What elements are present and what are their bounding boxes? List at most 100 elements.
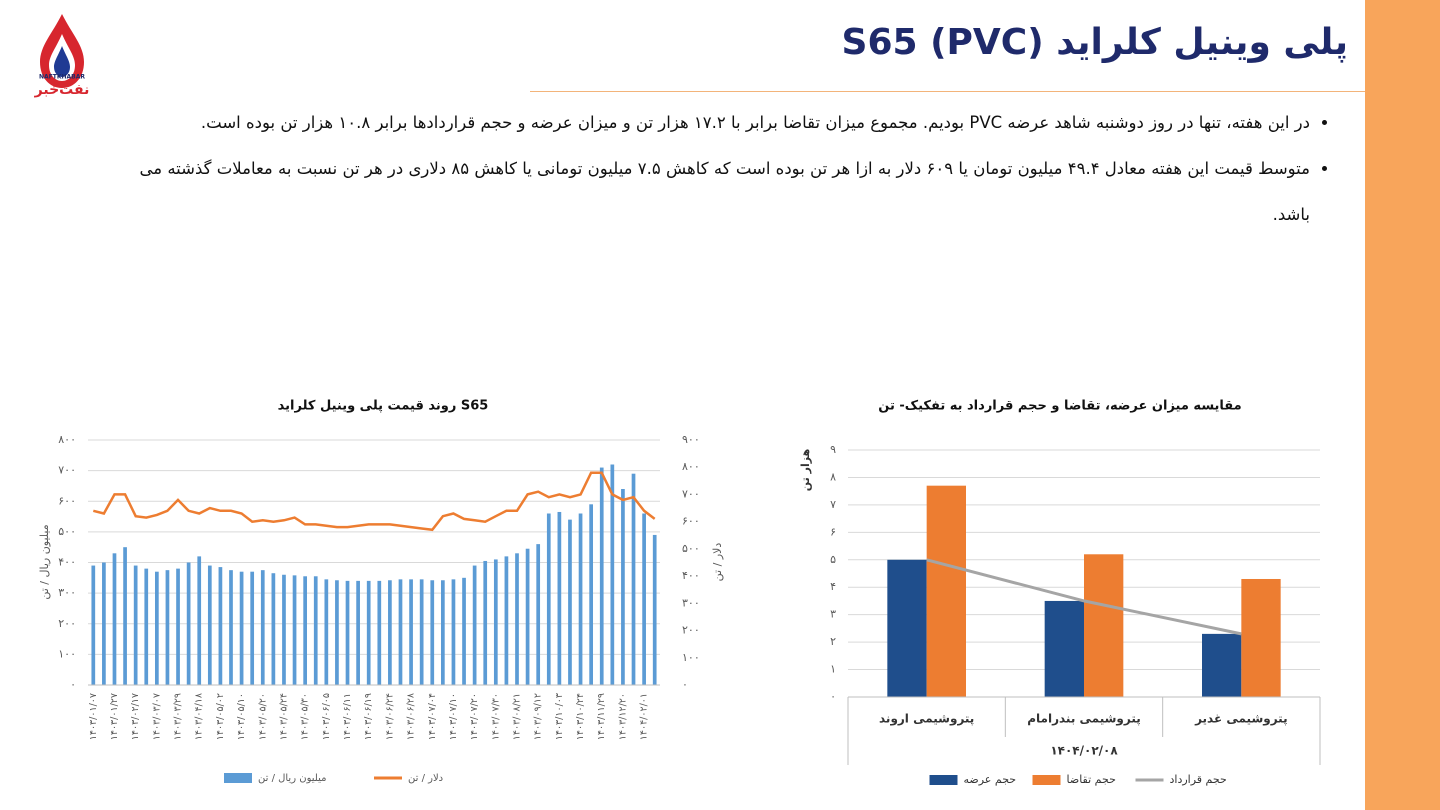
x-tick-label: ۱۴۰۴/۰۲/۰۱ bbox=[639, 693, 650, 740]
bar bbox=[1241, 578, 1281, 697]
bar bbox=[610, 464, 615, 685]
bar bbox=[239, 571, 244, 685]
bar bbox=[398, 579, 403, 685]
y2-tick-label: ۶۰۰ bbox=[682, 515, 700, 528]
y2-tick-label: ۲۰۰ bbox=[682, 624, 700, 637]
y-tick-label: ۵ bbox=[830, 553, 836, 566]
bar bbox=[483, 560, 488, 685]
bar bbox=[631, 473, 636, 685]
x-tick-label: پتروشیمی غدیر bbox=[1194, 712, 1288, 727]
y-axis-label: میلیون ریال / تن bbox=[38, 524, 51, 599]
bar bbox=[229, 570, 233, 685]
bar bbox=[345, 580, 350, 685]
x-tick-label: ۱۴۰۳/۰۶/۲۸ bbox=[406, 693, 417, 740]
bar bbox=[292, 575, 297, 685]
y-tick-label: ۳ bbox=[830, 608, 836, 621]
bar bbox=[366, 580, 371, 685]
x-tick-label: ۱۴۰۳/۰۵/۳۰ bbox=[300, 693, 311, 740]
bar bbox=[1044, 600, 1084, 697]
logo: NAFTKHABAR نفت‌خبر bbox=[34, 14, 89, 98]
bar bbox=[260, 570, 265, 685]
y-tick-label: ۷۰۰ bbox=[58, 464, 76, 477]
x-tick-label: ۱۴۰۳/۰۷/۲۰ bbox=[469, 693, 480, 740]
x-tick-label: ۱۴۰۳/۰۷/۱۰ bbox=[448, 693, 459, 740]
y2-tick-label: ۰ bbox=[682, 678, 688, 691]
y2-tick-label: ۱۰۰ bbox=[682, 651, 700, 664]
bar bbox=[926, 485, 966, 697]
legend-swatch bbox=[224, 773, 252, 783]
bar bbox=[409, 579, 413, 685]
bar bbox=[250, 571, 255, 685]
bar bbox=[282, 574, 286, 685]
bar bbox=[642, 513, 646, 685]
bar bbox=[102, 562, 106, 685]
bar bbox=[430, 580, 435, 685]
bar bbox=[176, 568, 180, 685]
bar bbox=[207, 565, 212, 685]
bar bbox=[91, 565, 96, 685]
legend-label: حجم تقاضا bbox=[1067, 773, 1116, 786]
bar bbox=[536, 544, 541, 685]
bar bbox=[515, 553, 519, 685]
y-tick-label: ۸ bbox=[830, 470, 836, 483]
bar bbox=[165, 570, 170, 685]
bar bbox=[303, 576, 308, 685]
x-tick-label: ۱۴۰۳/۱۰/۲۴ bbox=[575, 693, 586, 740]
x-tick-label: پتروشیمی بندرامام bbox=[1027, 712, 1140, 727]
logo-latin: NAFTKHABAR bbox=[39, 74, 85, 81]
bar bbox=[525, 548, 530, 685]
bar bbox=[546, 513, 551, 685]
bar bbox=[472, 565, 477, 685]
bar bbox=[1084, 554, 1124, 697]
x-tick-label: ۱۴۰۳/۰۷/۳۰ bbox=[490, 693, 501, 740]
y-tick-label: ۸۰۰ bbox=[58, 433, 76, 446]
x-tick-label: ۱۴۰۳/۰۶/۰۵ bbox=[321, 693, 332, 740]
x-axis-label: ۱۴۰۴/۰۲/۰۸ bbox=[1050, 744, 1118, 758]
y-tick-label: ۰ bbox=[70, 678, 76, 691]
y-tick-label: ۴ bbox=[830, 580, 836, 593]
bar bbox=[313, 576, 318, 685]
line-series bbox=[926, 558, 1242, 636]
legend-label: حجم عرضه bbox=[964, 773, 1017, 786]
x-tick-label: ۱۴۰۳/۰۶/۱۹ bbox=[363, 693, 374, 740]
x-tick-label: ۱۴۰۳/۱۱/۲۹ bbox=[596, 693, 607, 740]
bar bbox=[462, 577, 466, 685]
bar bbox=[451, 579, 456, 685]
chart-title: روند قیمت پلی وینیل کلراید S65 bbox=[278, 399, 489, 414]
x-tick-label: ۱۴۰۳/۰۲/۱۷ bbox=[130, 693, 141, 740]
y-tick-label: ۹ bbox=[830, 443, 836, 456]
bar bbox=[887, 559, 927, 697]
y2-axis-label: دلار / تن bbox=[711, 543, 724, 582]
x-tick-label: ۱۴۰۳/۰۷/۰۴ bbox=[427, 693, 438, 740]
y2-tick-label: ۴۰۰ bbox=[682, 569, 700, 582]
x-tick-label: ۱۴۰۳/۰۴/۱۸ bbox=[194, 693, 205, 740]
bar bbox=[1202, 633, 1242, 697]
x-tick-label: ۱۴۰۳/۰۸/۲۱ bbox=[512, 693, 523, 740]
bar bbox=[123, 547, 127, 685]
bar bbox=[621, 489, 625, 685]
legend-swatch bbox=[929, 775, 958, 785]
bar bbox=[589, 504, 594, 685]
line-series bbox=[92, 471, 656, 532]
bar bbox=[504, 556, 509, 685]
y-tick-label: ۴۰۰ bbox=[58, 556, 76, 569]
bar bbox=[419, 579, 424, 685]
y2-tick-label: ۷۰۰ bbox=[682, 487, 700, 500]
title-rule bbox=[530, 91, 1365, 92]
y-tick-label: ۰ bbox=[830, 690, 836, 703]
slide-title: پلی وینیل کلراید S65 (PVC) bbox=[841, 22, 1348, 63]
x-tick-label: ۱۴۰۳/۰۶/۲۴ bbox=[384, 693, 395, 740]
bar bbox=[197, 556, 202, 685]
bullet-list: در این هفته، تنها در روز دوشنبه شاهد عرض… bbox=[120, 100, 1336, 238]
y-tick-label: ۲۰۰ bbox=[58, 617, 76, 630]
x-tick-label: ۱۴۰۳/۰۵/۲۴ bbox=[278, 693, 289, 740]
bullet: در این هفته، تنها در روز دوشنبه شاهد عرض… bbox=[120, 100, 1310, 146]
bar bbox=[388, 580, 392, 685]
bar bbox=[440, 580, 445, 685]
y-axis-label: هزار تن bbox=[799, 449, 812, 491]
y-tick-label: ۶ bbox=[830, 525, 836, 538]
y-tick-label: ۳۰۰ bbox=[58, 586, 76, 599]
y2-tick-label: ۵۰۰ bbox=[682, 542, 700, 555]
